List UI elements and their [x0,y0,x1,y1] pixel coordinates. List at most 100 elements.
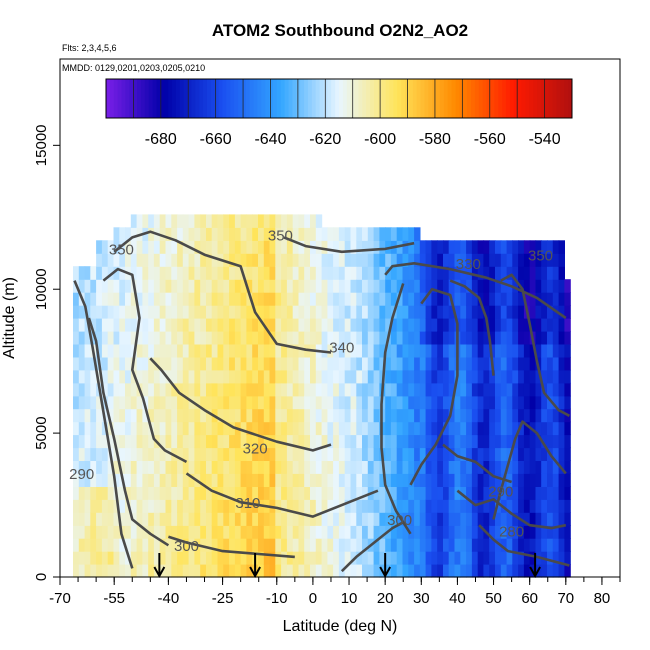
heatmap-cell [535,318,542,332]
heatmap-cell [136,214,143,228]
heatmap-cell [437,512,444,526]
heatmap-cell [338,512,346,526]
heatmap-cell [367,253,375,267]
heatmap-cell [541,356,548,371]
heatmap-cell [495,318,502,332]
colorbar-swatch [148,79,154,118]
heatmap-cell [188,266,195,280]
heatmap-cell [385,421,392,436]
heatmap-cell [448,279,456,293]
heatmap-cell [431,253,438,267]
heatmap-cell [471,538,479,552]
heatmap-cell [356,473,363,487]
heatmap-cell [321,240,328,254]
heatmap-cell [153,421,161,436]
heatmap-cell [286,279,294,293]
heatmap-cell [425,551,432,565]
heatmap-cell [130,564,138,578]
heatmap-cell [500,356,508,371]
heatmap-cell [240,395,247,410]
heatmap-cell [182,266,190,280]
heatmap-cell [177,551,184,565]
heatmap-cell [350,318,357,332]
heatmap-cell [512,408,519,423]
heatmap-cell [96,460,103,474]
heatmap-cell [512,279,519,293]
heatmap-cell [402,292,409,306]
heatmap-cell [419,395,427,410]
heatmap-cell [101,499,109,513]
heatmap-cell [148,460,155,474]
contour-line [102,267,188,464]
heatmap-cell [292,214,300,228]
heatmap-cell [217,421,224,436]
heatmap-cell [500,525,508,539]
heatmap-cell [483,305,490,319]
colorbar-swatch [175,79,181,118]
heatmap-cell [136,434,143,449]
heatmap-cell [506,408,513,423]
heatmap-cell [414,499,421,513]
heatmap-cell [119,395,126,410]
heatmap-cell [448,318,456,332]
heatmap-cell [564,382,571,397]
heatmap-cell [246,240,253,254]
heatmap-cell [373,266,380,280]
heatmap-cell [125,564,132,578]
heatmap-cell [171,227,178,241]
heatmap-cell [252,382,259,397]
heatmap-cell [159,486,167,500]
flights-annotation: Flts: 2,3,4,5,6 [62,43,117,53]
heatmap-cell [153,408,161,423]
heatmap-cell [500,460,508,474]
heatmap-cell [298,214,305,228]
heatmap-cell [142,214,149,228]
heatmap-cell [367,460,375,474]
heatmap-cell [211,279,219,293]
colorbar-swatch [168,79,173,118]
heatmap-cell [263,266,271,280]
heatmap-cell [177,473,184,487]
heatmap-cell [304,305,311,319]
heatmap-cell [252,214,259,228]
heatmap-cell [188,551,195,565]
heatmap-cell [78,266,86,280]
heatmap-cell [437,318,444,332]
heatmap-cell [362,434,369,449]
heatmap-cell [281,240,288,254]
heatmap-cell [275,331,282,345]
heatmap-cell [113,538,120,552]
heatmap-cell [471,512,479,526]
heatmap-cell [217,240,224,254]
colorbar-tick-label: -580 [419,131,451,148]
heatmap-cell [258,318,265,332]
heatmap-cell [281,343,288,358]
heatmap-cell [96,538,103,552]
heatmap-cell [113,369,120,384]
heatmap-cell [240,551,247,565]
heatmap-cell [90,551,97,565]
heatmap-cell [171,421,178,436]
heatmap-cell [263,551,271,565]
heatmap-cell [443,369,450,384]
heatmap-cell [200,434,207,449]
heatmap-cell [523,279,531,293]
heatmap-cell [333,356,340,371]
heatmap-cell [165,512,172,526]
heatmap-cell [379,240,386,254]
heatmap-cell [182,551,190,565]
heatmap-cell [194,227,201,241]
heatmap-cell [177,343,184,358]
heatmap-cell [229,408,236,423]
heatmap-cell [495,408,502,423]
heatmap-cell [321,473,328,487]
heatmap-cell [495,564,502,578]
heatmap-cell [194,395,201,410]
heatmap-cell [229,460,236,474]
heatmap-cell [188,473,195,487]
heatmap-cell [471,564,479,578]
heatmap-cell [206,460,213,474]
heatmap-cell [229,227,236,241]
heatmap-cell [437,331,444,345]
heatmap-cell [414,266,421,280]
